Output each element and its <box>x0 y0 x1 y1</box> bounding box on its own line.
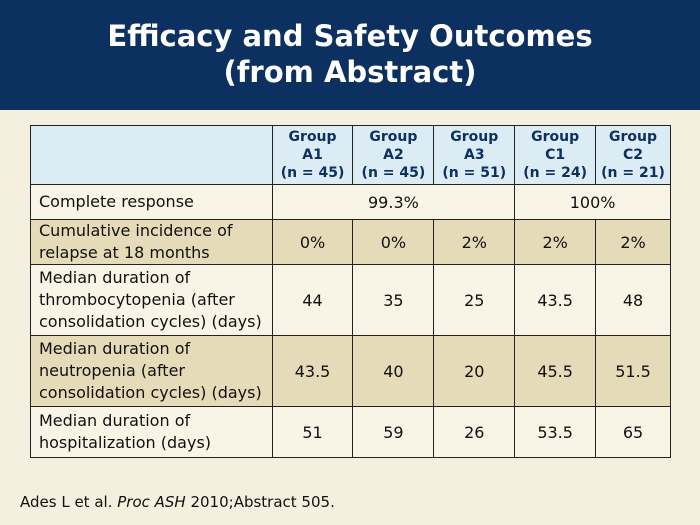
slide-title-line2: (from Abstract) <box>223 55 477 89</box>
table-row: Cumulative incidence of relapse at 18 mo… <box>30 219 671 265</box>
table-cell: 99.3% <box>271 184 516 220</box>
table-cell: 26 <box>433 406 516 458</box>
table-row: Complete response 99.3% 100% <box>30 184 671 220</box>
table-cell: 43.5 <box>514 264 597 336</box>
row-label: Median duration of thrombocytopenia (aft… <box>30 264 273 336</box>
row-label: Complete response <box>30 184 273 220</box>
table-cell: 45.5 <box>514 335 597 407</box>
table-cell: 2% <box>433 219 516 265</box>
table-row: Median duration of thrombocytopenia (aft… <box>30 264 671 336</box>
outcomes-table: Group A1 (n = 45) Group A2 (n = 45) Grou… <box>30 125 671 458</box>
table-cell: 100% <box>514 184 671 220</box>
row-label: Cumulative incidence of relapse at 18 mo… <box>30 219 273 265</box>
citation-journal: Proc ASH <box>117 493 186 511</box>
table-cell: 0% <box>271 219 354 265</box>
header-group-a3: Group A3 (n = 51) <box>433 125 516 185</box>
table-cell: 51.5 <box>595 335 671 407</box>
header-blank-cell <box>30 125 273 185</box>
slide-title-line1: Efficacy and Safety Outcomes <box>107 19 593 53</box>
table-cell: 0% <box>352 219 435 265</box>
table-cell: 43.5 <box>271 335 354 407</box>
table-row: Median duration of hospitalization (days… <box>30 406 671 458</box>
citation: Ades L et al. Proc ASH 2010;Abstract 505… <box>20 493 335 511</box>
header-group-a2: Group A2 (n = 45) <box>352 125 435 185</box>
row-label: Median duration of hospitalization (days… <box>30 406 273 458</box>
table-cell: 35 <box>352 264 435 336</box>
table-cell: 53.5 <box>514 406 597 458</box>
table-row: Median duration of neutropenia (after co… <box>30 335 671 407</box>
table-cell: 2% <box>595 219 671 265</box>
table-cell: 44 <box>271 264 354 336</box>
table-cell: 59 <box>352 406 435 458</box>
header-row: Group A1 (n = 45) Group A2 (n = 45) Grou… <box>30 125 671 185</box>
table-cell: 2% <box>514 219 597 265</box>
table-cell: 25 <box>433 264 516 336</box>
header-group-c2: Group C2 (n = 21) <box>595 125 671 185</box>
table-cell: 40 <box>352 335 435 407</box>
header-group-c1: Group C1 (n = 24) <box>514 125 597 185</box>
table-cell: 48 <box>595 264 671 336</box>
table-cell: 20 <box>433 335 516 407</box>
title-banner: Efficacy and Safety Outcomes (from Abstr… <box>0 0 700 110</box>
row-label: Median duration of neutropenia (after co… <box>30 335 273 407</box>
table-cell: 51 <box>271 406 354 458</box>
table-cell: 65 <box>595 406 671 458</box>
header-group-a1: Group A1 (n = 45) <box>271 125 354 185</box>
